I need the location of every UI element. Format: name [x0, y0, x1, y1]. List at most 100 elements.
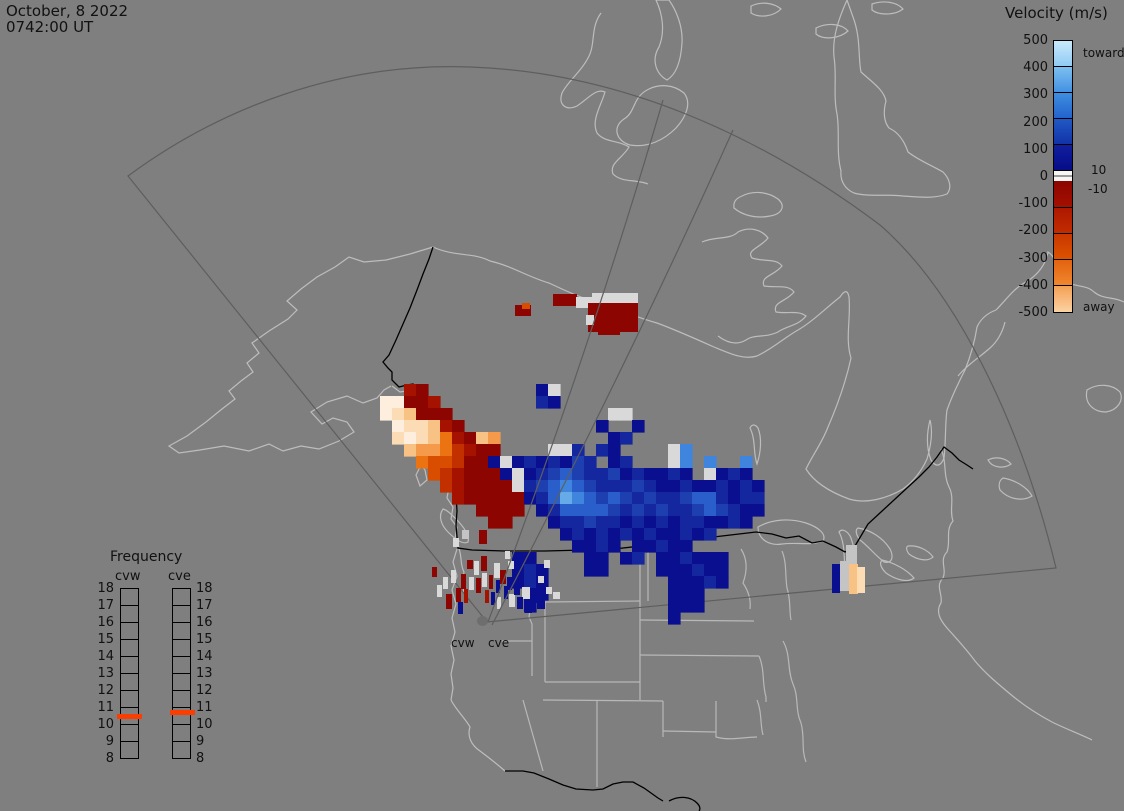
velocity-cell	[692, 600, 705, 613]
timestamp-time: 0742:00 UT	[6, 18, 94, 36]
velocity-cell	[416, 384, 429, 397]
velocity-cell-near-range	[508, 561, 514, 569]
freq-tick-cve-15: 15	[196, 632, 213, 647]
velocity-cell	[644, 492, 657, 505]
velocity-cell	[752, 480, 765, 493]
coastline-baffin-island	[833, 0, 951, 198]
velocity-cell	[536, 504, 549, 517]
velocity-cell-north	[576, 297, 592, 308]
velocity-cell	[524, 456, 537, 469]
colorbar-segment	[1054, 285, 1072, 312]
velocity-cell	[680, 480, 693, 493]
velocity-cell	[704, 576, 717, 589]
velocity-cell	[416, 420, 429, 433]
freq-tick-cve-14: 14	[196, 649, 213, 664]
velocity-cell	[740, 516, 753, 529]
velocity-cell	[500, 504, 513, 517]
velocity-cell	[392, 396, 405, 409]
velocity-cell	[668, 600, 681, 613]
timestamp-date: October, 8 2022	[6, 2, 129, 20]
velocity-cell	[716, 552, 729, 565]
velocity-cell	[596, 444, 609, 457]
velocity-tick--100: -100	[1018, 196, 1048, 212]
velocity-cell	[548, 456, 561, 469]
freq-tick-cvw-12: 12	[97, 683, 114, 698]
state-border-tx-ok	[662, 730, 758, 740]
velocity-cell	[572, 492, 585, 505]
freq-tick-cvw-16: 16	[97, 615, 114, 630]
border-us-mexico	[505, 770, 701, 811]
velocity-cell-north	[598, 329, 620, 335]
velocity-cell	[728, 468, 741, 481]
velocity-cell	[596, 504, 609, 517]
velocity-cell	[680, 576, 693, 589]
freq-tick-cve-17: 17	[196, 598, 213, 613]
velocity-cell	[680, 492, 693, 505]
velocity-cell	[656, 504, 669, 517]
velocity-cell	[608, 468, 621, 481]
velocity-cell	[536, 492, 549, 505]
velocity-cell	[752, 492, 765, 505]
freq-tick-cvw-11: 11	[97, 700, 114, 715]
freq-tick-cve-9: 9	[196, 734, 205, 749]
velocity-cell	[680, 540, 693, 553]
velocity-cell	[512, 552, 525, 565]
frequency-cell	[121, 623, 138, 640]
velocity-cell	[656, 516, 669, 529]
velocity-cell	[704, 492, 717, 505]
state-border	[639, 654, 760, 657]
velocity-legend-title: Velocity (m/s)	[1005, 4, 1108, 22]
velocity-cell	[668, 444, 681, 457]
colorbar-segment	[1054, 119, 1072, 146]
velocity-cell-near-range	[525, 601, 532, 613]
velocity-cell	[584, 540, 597, 553]
velocity-tick--500: -500	[1018, 305, 1048, 320]
velocity-cell	[464, 456, 477, 469]
velocity-cell-near-range	[500, 570, 506, 584]
velocity-cell	[524, 576, 537, 589]
beam-edge-cve-west	[491, 129, 734, 626]
velocity-cell	[596, 492, 609, 505]
velocity-cell	[536, 456, 549, 469]
away-label: away	[1083, 300, 1115, 314]
velocity-cell-near-range	[489, 575, 493, 589]
velocity-cell	[464, 480, 477, 493]
velocity-cell	[524, 468, 537, 481]
beam-edge-cvw-east	[487, 99, 664, 623]
velocity-cell	[464, 444, 477, 457]
velocity-cell	[392, 420, 405, 433]
velocity-cell	[680, 600, 693, 613]
velocity-cell-east	[840, 561, 849, 591]
velocity-cell	[596, 468, 609, 481]
state-border	[756, 699, 764, 736]
velocity-tick-100: 100	[1023, 141, 1048, 157]
velocity-cell	[596, 540, 609, 553]
velocity-cell	[428, 468, 441, 481]
velocity-cell	[500, 492, 513, 505]
coastline-hudson-nw-archipelago	[701, 228, 807, 344]
velocity-colorbar	[1053, 40, 1073, 313]
velocity-cell	[416, 396, 429, 409]
velocity-cell-near-range	[517, 597, 523, 609]
velocity-cell-near-range	[462, 530, 469, 539]
velocity-cell	[464, 432, 477, 445]
velocity-cell	[704, 516, 717, 529]
velocity-cell-near-range	[464, 589, 468, 603]
lake-winnipeg	[749, 424, 762, 466]
velocity-cell	[716, 516, 729, 529]
frequency-legend-title: Frequency	[110, 549, 183, 565]
velocity-cell-east	[849, 564, 858, 594]
velocity-cell-near-range	[469, 577, 474, 590]
velocity-cell-near-range	[474, 561, 479, 575]
velocity-cell	[584, 564, 597, 577]
velocity-cell	[620, 468, 633, 481]
velocity-cell	[560, 516, 573, 529]
velocity-cell	[620, 504, 633, 517]
frequency-cell	[121, 606, 138, 623]
velocity-cell	[668, 528, 681, 541]
velocity-cell	[584, 492, 597, 505]
freq-tick-cvw-14: 14	[97, 649, 114, 664]
velocity-cell	[392, 432, 405, 445]
velocity-cell	[632, 540, 645, 553]
